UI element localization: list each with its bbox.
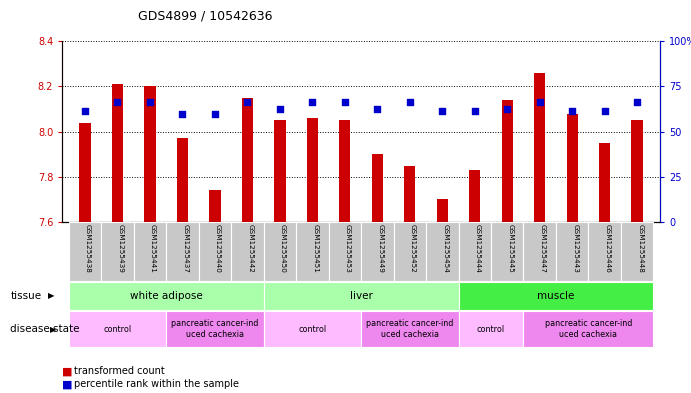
Text: ■: ■: [62, 379, 73, 389]
Bar: [144, 86, 155, 222]
Bar: [339, 120, 350, 222]
Text: GSM1255444: GSM1255444: [475, 224, 481, 273]
Point: [307, 99, 318, 105]
Text: transformed count: transformed count: [74, 366, 164, 376]
Point: [209, 110, 220, 117]
Point: [372, 106, 383, 112]
Point: [567, 108, 578, 114]
Bar: [524, 222, 556, 281]
Text: GSM1255445: GSM1255445: [507, 224, 513, 273]
Text: GSM1255442: GSM1255442: [247, 224, 254, 273]
Bar: [242, 98, 253, 222]
Point: [534, 99, 545, 105]
Text: GSM1255443: GSM1255443: [572, 224, 578, 273]
Point: [274, 106, 285, 112]
Bar: [524, 311, 654, 347]
Text: pancreatic cancer-ind
uced cachexia: pancreatic cancer-ind uced cachexia: [171, 320, 258, 339]
Text: GSM1255446: GSM1255446: [605, 224, 611, 273]
Bar: [534, 73, 545, 222]
Bar: [263, 311, 361, 347]
Bar: [361, 222, 394, 281]
Bar: [426, 222, 459, 281]
Point: [599, 108, 610, 114]
Bar: [68, 311, 166, 347]
Point: [112, 99, 123, 105]
Text: GSM1255452: GSM1255452: [410, 224, 416, 273]
Point: [632, 99, 643, 105]
Text: control: control: [104, 325, 131, 334]
Point: [437, 108, 448, 114]
Point: [469, 108, 480, 114]
Bar: [79, 123, 91, 222]
Point: [177, 110, 188, 117]
Bar: [263, 281, 459, 310]
Bar: [328, 222, 361, 281]
Text: ■: ■: [62, 366, 73, 376]
Bar: [68, 281, 263, 310]
Text: disease state: disease state: [10, 324, 80, 334]
Bar: [556, 222, 589, 281]
Text: ▶: ▶: [50, 325, 57, 334]
Point: [144, 99, 155, 105]
Bar: [459, 222, 491, 281]
Text: GSM1255451: GSM1255451: [312, 224, 319, 273]
Text: GSM1255440: GSM1255440: [215, 224, 221, 273]
Text: tissue: tissue: [10, 291, 41, 301]
Bar: [231, 222, 263, 281]
Point: [502, 106, 513, 112]
Bar: [469, 170, 480, 222]
Text: GSM1255438: GSM1255438: [85, 224, 91, 273]
Bar: [166, 222, 198, 281]
Bar: [459, 311, 524, 347]
Bar: [621, 222, 654, 281]
Bar: [274, 120, 285, 222]
Bar: [567, 114, 578, 222]
Bar: [307, 118, 318, 222]
Text: pancreatic cancer-ind
uced cachexia: pancreatic cancer-ind uced cachexia: [366, 320, 453, 339]
Bar: [263, 222, 296, 281]
Bar: [589, 222, 621, 281]
Text: GSM1255447: GSM1255447: [540, 224, 546, 273]
Bar: [101, 222, 133, 281]
Text: muscle: muscle: [538, 291, 575, 301]
Text: percentile rank within the sample: percentile rank within the sample: [74, 379, 239, 389]
Text: ▶: ▶: [48, 291, 55, 300]
Point: [242, 99, 253, 105]
Bar: [459, 281, 654, 310]
Bar: [404, 165, 415, 222]
Bar: [491, 222, 524, 281]
Bar: [112, 84, 123, 222]
Text: GSM1255437: GSM1255437: [182, 224, 189, 273]
Text: GSM1255450: GSM1255450: [280, 224, 286, 273]
Bar: [361, 311, 459, 347]
Bar: [372, 154, 383, 222]
Bar: [632, 120, 643, 222]
Text: GSM1255454: GSM1255454: [442, 224, 448, 273]
Text: pancreatic cancer-ind
uced cachexia: pancreatic cancer-ind uced cachexia: [545, 320, 632, 339]
Bar: [177, 138, 188, 222]
Bar: [502, 100, 513, 222]
Bar: [166, 311, 263, 347]
Point: [404, 99, 415, 105]
Bar: [68, 222, 101, 281]
Text: GSM1255453: GSM1255453: [345, 224, 351, 273]
Bar: [209, 191, 220, 222]
Bar: [296, 222, 328, 281]
Text: GSM1255448: GSM1255448: [637, 224, 643, 273]
Bar: [599, 143, 610, 222]
Text: control: control: [477, 325, 505, 334]
Bar: [437, 200, 448, 222]
Point: [339, 99, 350, 105]
Text: GSM1255439: GSM1255439: [117, 224, 124, 273]
Text: GSM1255441: GSM1255441: [150, 224, 156, 273]
Bar: [394, 222, 426, 281]
Point: [79, 108, 91, 114]
Text: GDS4899 / 10542636: GDS4899 / 10542636: [138, 10, 273, 23]
Text: GSM1255449: GSM1255449: [377, 224, 384, 273]
Text: control: control: [299, 325, 326, 334]
Bar: [133, 222, 166, 281]
Text: white adipose: white adipose: [130, 291, 202, 301]
Bar: [198, 222, 231, 281]
Text: liver: liver: [350, 291, 372, 301]
